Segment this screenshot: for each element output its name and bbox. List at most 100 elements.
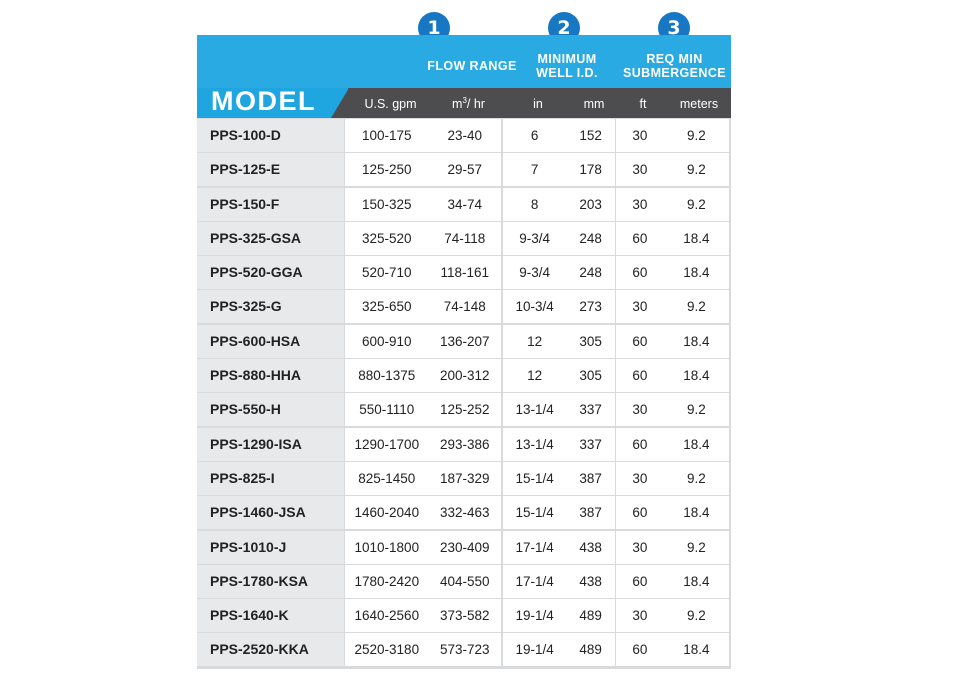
table-row: PPS-125-E 125-250 29-57 7 178 30 9.2 bbox=[197, 153, 731, 187]
feet-cell: 30 bbox=[615, 393, 664, 427]
inches-cell: 9-3/4 bbox=[502, 221, 567, 255]
column-group: 9-3/4 248 bbox=[502, 256, 615, 290]
m3hr-cell: 23-40 bbox=[428, 119, 502, 152]
model-cell: PPS-1640-K bbox=[197, 599, 344, 633]
column-group: 100-175 23-40 bbox=[345, 119, 502, 152]
submergence-heading-line1: REQ MIN bbox=[646, 52, 703, 66]
table-row: PPS-1640-K 1640-2560 373-582 19-1/4 489 30 9.2 bbox=[197, 599, 731, 633]
column-group: 520-710 118-161 bbox=[345, 256, 502, 290]
m3hr-cell: 125-252 bbox=[428, 393, 502, 427]
column-group: 30 9.2 bbox=[615, 393, 729, 427]
meters-cell: 9.2 bbox=[663, 393, 729, 427]
feet-cell: 30 bbox=[615, 187, 664, 221]
mm-cell: 387 bbox=[566, 461, 615, 495]
inches-cell: 7 bbox=[502, 153, 567, 187]
feet-cell: 60 bbox=[615, 564, 664, 598]
column-group: 9-3/4 248 bbox=[502, 221, 615, 255]
table-row: PPS-2520-KKA 2520-3180 573-723 19-1/4 489 60 1… bbox=[197, 633, 731, 667]
gpm-cell: 1010-1800 bbox=[345, 530, 429, 564]
column-group: 880-1375 200-312 bbox=[345, 359, 502, 393]
table-row: PPS-520-GGA 520-710 118-161 9-3/4 248 60 18.4 bbox=[197, 256, 731, 290]
meters-cell: 18.4 bbox=[663, 221, 729, 255]
inches-cell: 15-1/4 bbox=[502, 496, 567, 530]
column-group: 12 305 bbox=[502, 359, 615, 393]
submergence-heading-line2: SUBMERGENCE bbox=[622, 66, 727, 80]
inches-cell: 10-3/4 bbox=[502, 290, 567, 324]
column-group: 60 18.4 bbox=[615, 633, 729, 667]
column-group: 30 9.2 bbox=[615, 187, 729, 221]
feet-cell: 30 bbox=[615, 153, 664, 187]
column-group: 1460-2040 332-463 bbox=[345, 496, 502, 530]
model-cell: PPS-880-HHA bbox=[197, 359, 344, 393]
column-group: 30 9.2 bbox=[615, 290, 729, 324]
column-group: 10-3/4 273 bbox=[502, 290, 615, 324]
model-column-title: MODEL bbox=[211, 86, 316, 116]
column-group: 7 178 bbox=[502, 153, 615, 187]
gpm-cell: 1290-1700 bbox=[345, 427, 429, 461]
column-group: 17-1/4 438 bbox=[502, 564, 615, 598]
column-group: 15-1/4 387 bbox=[502, 461, 615, 495]
column-group: 125-250 29-57 bbox=[345, 153, 502, 187]
column-group: 150-325 34-74 bbox=[345, 187, 502, 221]
feet-cell: 60 bbox=[615, 324, 664, 358]
meters-cell: 9.2 bbox=[663, 153, 729, 187]
unit-meters: meters bbox=[679, 97, 719, 111]
inches-cell: 9-3/4 bbox=[502, 256, 567, 290]
inches-cell: 6 bbox=[502, 119, 567, 152]
inches-cell: 12 bbox=[502, 359, 567, 393]
unit-gpm: U.S. gpm bbox=[364, 97, 417, 111]
table-body: PPS-100-D 100-175 23-40 6 152 30 9.2 PPS-125-E 1… bbox=[197, 119, 731, 668]
unit-superscript-3: 3 bbox=[462, 95, 467, 105]
m3hr-cell: 293-386 bbox=[428, 427, 502, 461]
column-group: 6 152 bbox=[502, 119, 615, 152]
column-group: 15-1/4 387 bbox=[502, 496, 615, 530]
mm-cell: 337 bbox=[566, 393, 615, 427]
column-group: 60 18.4 bbox=[615, 359, 729, 393]
column-group: 8 203 bbox=[502, 187, 615, 221]
table-row: PPS-880-HHA 880-1375 200-312 12 305 60 18.4 bbox=[197, 359, 731, 393]
mm-cell: 152 bbox=[566, 119, 615, 152]
inches-cell: 12 bbox=[502, 324, 567, 358]
column-group: 30 9.2 bbox=[615, 153, 729, 187]
mm-cell: 305 bbox=[566, 359, 615, 393]
column-group: 60 18.4 bbox=[615, 427, 729, 461]
submergence-heading: REQ MIN SUBMERGENCE bbox=[618, 52, 731, 80]
column-group: 60 18.4 bbox=[615, 496, 729, 530]
mm-cell: 305 bbox=[566, 324, 615, 358]
model-cell: PPS-1460-JSA bbox=[197, 496, 344, 530]
mm-cell: 203 bbox=[566, 187, 615, 221]
column-group: 30 9.2 bbox=[615, 599, 729, 633]
m3hr-cell: 34-74 bbox=[428, 187, 502, 221]
column-group: 60 18.4 bbox=[615, 256, 729, 290]
column-group: 17-1/4 438 bbox=[502, 530, 615, 564]
column-group: 60 18.4 bbox=[615, 564, 729, 598]
column-group: 30 9.2 bbox=[615, 119, 729, 152]
gpm-cell: 2520-3180 bbox=[345, 633, 429, 667]
m3hr-cell: 136-207 bbox=[428, 324, 502, 358]
m3hr-cell: 118-161 bbox=[428, 256, 502, 290]
table-row: PPS-325-G 325-650 74-148 10-3/4 273 30 9.2 bbox=[197, 290, 731, 324]
mm-cell: 387 bbox=[566, 496, 615, 530]
mm-cell: 178 bbox=[566, 153, 615, 187]
unit-bar-slant bbox=[331, 88, 349, 118]
model-cell: PPS-600-HSA bbox=[197, 324, 344, 358]
table-row: PPS-550-H 550-1110 125-252 13-1/4 337 30 9.2 bbox=[197, 393, 731, 427]
m3hr-cell: 74-148 bbox=[428, 290, 502, 324]
column-group: 1780-2420 404-550 bbox=[345, 564, 502, 598]
column-group: 30 9.2 bbox=[615, 461, 729, 495]
model-cell: PPS-2520-KKA bbox=[197, 633, 344, 667]
column-group: 30 9.2 bbox=[615, 530, 729, 564]
inches-cell: 17-1/4 bbox=[502, 530, 567, 564]
feet-cell: 60 bbox=[615, 221, 664, 255]
feet-cell: 60 bbox=[615, 633, 664, 667]
table-row: PPS-150-F 150-325 34-74 8 203 30 9.2 bbox=[197, 187, 731, 221]
well-id-heading: MINIMUM WELL I.D. bbox=[507, 52, 627, 80]
inches-cell: 8 bbox=[502, 187, 567, 221]
column-group: 19-1/4 489 bbox=[502, 599, 615, 633]
model-cell: PPS-825-I bbox=[197, 461, 344, 495]
model-cell: PPS-325-G bbox=[197, 290, 344, 324]
table-row: PPS-325-GSA 325-520 74-118 9-3/4 248 60 18.4 bbox=[197, 221, 731, 255]
model-cell: PPS-520-GGA bbox=[197, 256, 344, 290]
column-group: 550-1110 125-252 bbox=[345, 393, 502, 427]
mm-cell: 489 bbox=[566, 633, 615, 667]
